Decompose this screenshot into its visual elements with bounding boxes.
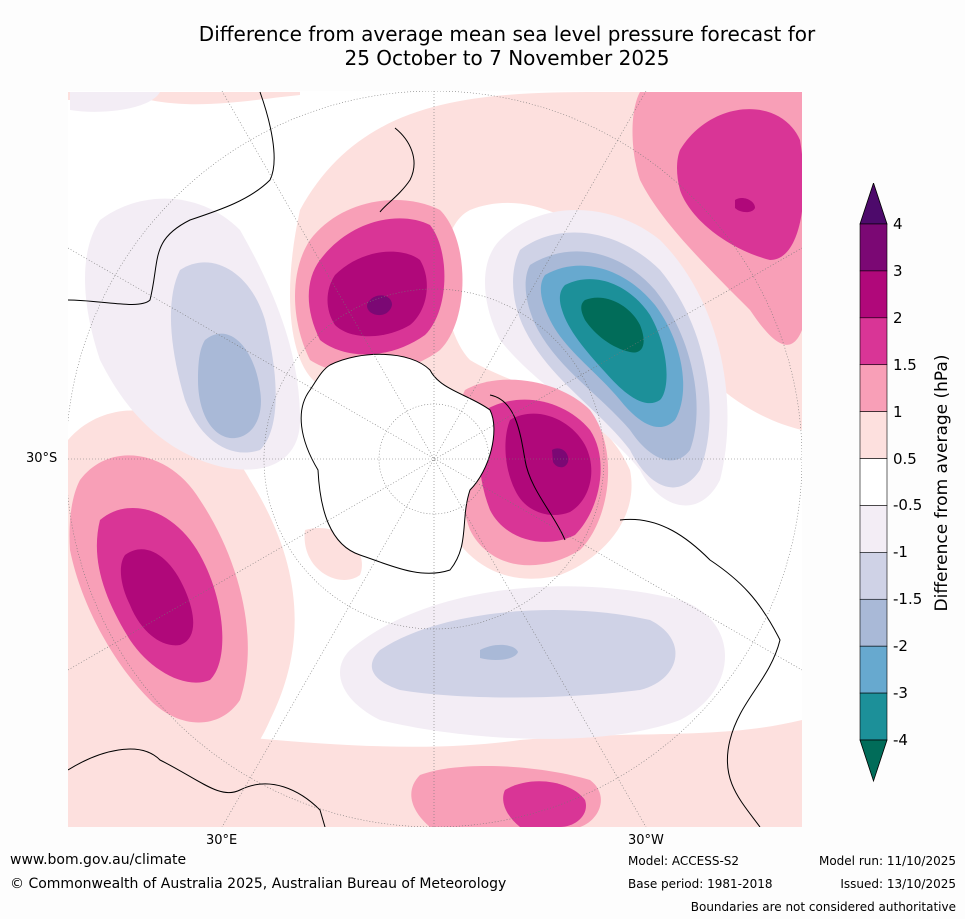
colorbar-tick-label: -1: [893, 543, 908, 562]
website-link[interactable]: www.bom.gov.au/climate: [10, 852, 187, 868]
colorbar-extend-top: [859, 183, 888, 225]
colorbar-band: [859, 317, 888, 366]
coastlines: [68, 91, 781, 827]
colorbar-band: [859, 505, 888, 553]
title-line-1: Difference from average mean sea level p…: [198, 22, 816, 46]
colorbar-extend-bottom: [859, 739, 888, 783]
colorbar-band: [859, 692, 888, 741]
colorbar-tick-label: -2: [893, 637, 908, 656]
colorbar-tick-label: -0.5: [893, 496, 923, 515]
title-line-2: 25 October to 7 November 2025: [344, 46, 670, 70]
base-period: Base period: 1981-2018: [628, 877, 773, 891]
colorbar-tick-label: -4: [893, 731, 908, 749]
colorbar-band: [859, 598, 888, 647]
colorbar-band: [859, 552, 888, 600]
colorbar-tick-label: 1.5: [893, 355, 917, 374]
chart-title: Difference from average mean sea level p…: [0, 22, 965, 70]
pressure-anomaly-map: [68, 91, 802, 827]
colorbar-band: [859, 411, 888, 459]
model-name: Model: ACCESS-S2: [628, 854, 740, 868]
colorbar-band: [859, 270, 888, 319]
antarctica-landmass: [300, 353, 495, 574]
colorbar: [859, 183, 888, 783]
colorbar-tick-label: -1.5: [893, 590, 923, 609]
boundary-disclaimer: Boundaries are not considered authoritat…: [690, 900, 956, 914]
latitude-label: 30°S: [26, 451, 58, 466]
colorbar-band: [859, 364, 888, 412]
issued-date: Issued: 13/10/2025: [840, 877, 956, 891]
colorbar-band: [859, 458, 888, 506]
colorbar-tick-label: 4: [893, 215, 903, 233]
graticule: [68, 91, 802, 827]
colorbar-tick-label: 3: [893, 261, 903, 280]
colorbar-tick-label: 0.5: [893, 449, 917, 468]
colorbar-tick-label: -3: [893, 684, 908, 703]
colorbar-tick-label: 2: [893, 308, 903, 327]
longitude-label-east: 30°E: [206, 833, 238, 848]
anomaly-band-2-3: [120, 197, 755, 646]
anomaly-band-below-neg4: [581, 297, 644, 353]
copyright-text: © Commonwealth of Australia 2025, Austra…: [10, 876, 507, 892]
model-run-date: Model run: 11/10/2025: [818, 854, 956, 868]
colorbar-band: [859, 645, 888, 694]
longitude-label-west: 30°W: [628, 833, 664, 848]
colorbar-label: Difference from average (hPa): [932, 354, 952, 612]
colorbar-tick-label: 1: [893, 402, 903, 421]
colorbar-band: [859, 223, 888, 272]
